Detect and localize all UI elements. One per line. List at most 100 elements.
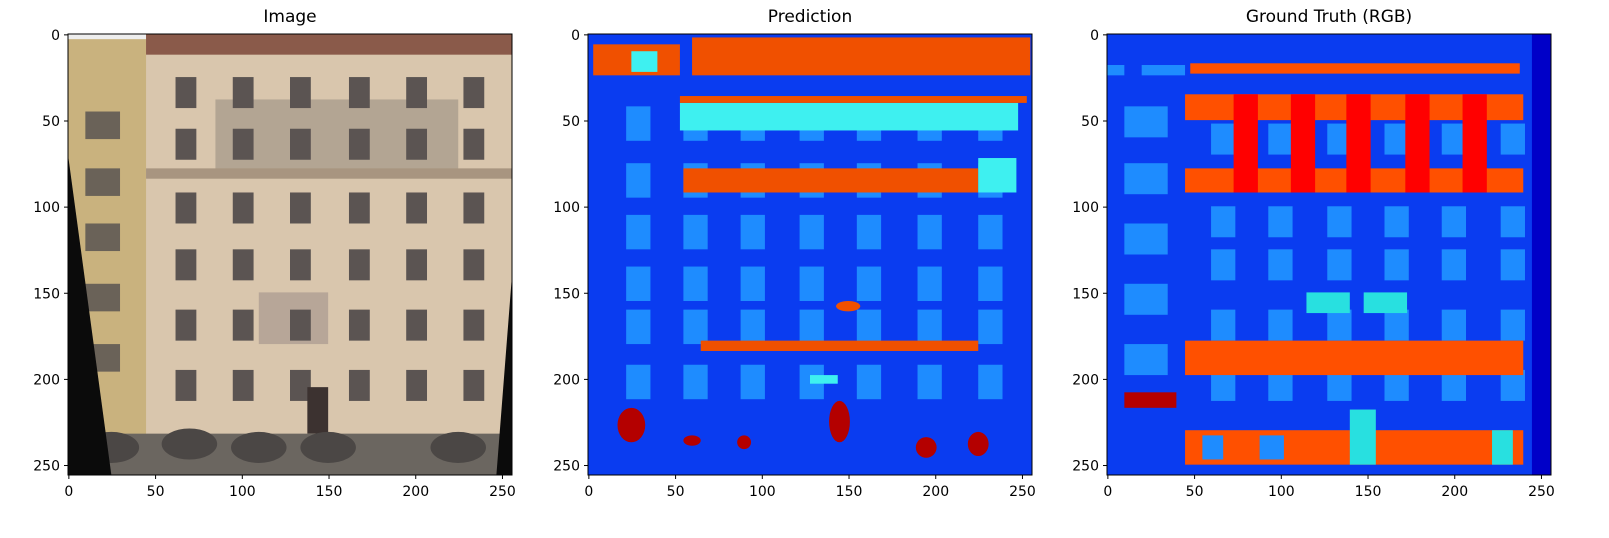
- region: [683, 364, 708, 400]
- region: [1211, 123, 1236, 155]
- region: [1268, 206, 1293, 238]
- region: [679, 102, 1019, 131]
- region: [1349, 409, 1376, 465]
- region: [463, 128, 485, 160]
- region: [978, 364, 1003, 400]
- region: [1384, 206, 1409, 238]
- region: [683, 168, 979, 193]
- region: [1124, 106, 1168, 138]
- region: [1202, 435, 1224, 460]
- region: [1259, 435, 1284, 460]
- region: [68, 154, 112, 475]
- x-tick-label: 150: [316, 484, 343, 500]
- region: [175, 77, 197, 109]
- region: [161, 428, 218, 460]
- region: [85, 168, 121, 196]
- region: [430, 431, 486, 463]
- region: [915, 437, 937, 458]
- region: [348, 128, 370, 160]
- region: [1268, 123, 1293, 155]
- region: [290, 192, 311, 224]
- region: [85, 283, 121, 312]
- region: [978, 158, 1017, 193]
- x-tick-label: 50: [147, 484, 165, 500]
- x-tick-label: 150: [836, 484, 863, 500]
- region: [1327, 206, 1352, 238]
- region: [1233, 94, 1258, 193]
- y-tick-label: 100: [33, 200, 60, 216]
- y-tick-label: 0: [571, 28, 580, 44]
- axes-frame: [67, 33, 513, 476]
- y-tick-label: 150: [33, 286, 60, 302]
- region: [810, 375, 838, 384]
- region: [1306, 292, 1350, 314]
- y-tick-label: 100: [553, 200, 580, 216]
- y-tick-label: 250: [33, 459, 60, 475]
- region: [290, 128, 311, 160]
- region: [799, 266, 824, 302]
- y-tick-label: 250: [553, 459, 580, 475]
- region: [232, 369, 254, 401]
- region: [463, 369, 485, 401]
- region: [829, 400, 850, 443]
- region: [406, 309, 428, 341]
- region: [175, 192, 197, 224]
- region: [348, 249, 370, 281]
- region: [1124, 163, 1168, 195]
- region: [1327, 309, 1352, 341]
- image: [68, 34, 512, 475]
- x-tick-label: 50: [667, 484, 685, 500]
- region: [683, 435, 701, 446]
- region: [679, 96, 1027, 103]
- region: [1441, 309, 1467, 341]
- region: [856, 364, 882, 400]
- region: [1384, 123, 1409, 155]
- region: [1327, 249, 1352, 281]
- region: [290, 77, 311, 109]
- region: [740, 364, 765, 400]
- region: [1384, 309, 1409, 341]
- region: [406, 369, 428, 401]
- x-tick-label: 150: [1355, 484, 1382, 500]
- x-tick-label: 100: [229, 484, 256, 500]
- region: [175, 128, 197, 160]
- region: [1124, 392, 1177, 408]
- panel-title: Ground Truth (RGB): [1246, 7, 1412, 27]
- region: [1211, 206, 1236, 238]
- region: [1441, 123, 1467, 155]
- region: [1107, 65, 1125, 76]
- region: [1141, 65, 1186, 76]
- region: [856, 309, 882, 345]
- x-tick-label: 200: [1441, 484, 1468, 500]
- region: [626, 309, 651, 345]
- region: [683, 309, 708, 345]
- region: [463, 249, 485, 281]
- region: [1124, 344, 1168, 376]
- region: [626, 364, 651, 400]
- x-tick-label: 100: [749, 484, 776, 500]
- region: [290, 369, 311, 401]
- region: [68, 34, 147, 40]
- image: [588, 34, 1032, 475]
- y-tick-label: 50: [562, 114, 580, 130]
- x-tick-label: 250: [1009, 484, 1036, 500]
- x-tick-label: 0: [1103, 484, 1112, 500]
- y-tick-label: 0: [1090, 28, 1099, 44]
- y-tick-label: 50: [42, 114, 60, 130]
- region: [626, 266, 651, 302]
- region: [1363, 292, 1408, 314]
- region: [692, 37, 1031, 76]
- region: [1441, 206, 1467, 238]
- x-tick-label: 250: [1528, 484, 1555, 500]
- region: [700, 340, 979, 351]
- region: [85, 111, 121, 140]
- region: [740, 266, 765, 302]
- region: [348, 77, 370, 109]
- region: [626, 106, 651, 141]
- panel: Ground Truth (RGB)0 50 100 150 200 2500501001…: [1072, 7, 1555, 500]
- region: [231, 431, 287, 463]
- region: [1290, 94, 1316, 193]
